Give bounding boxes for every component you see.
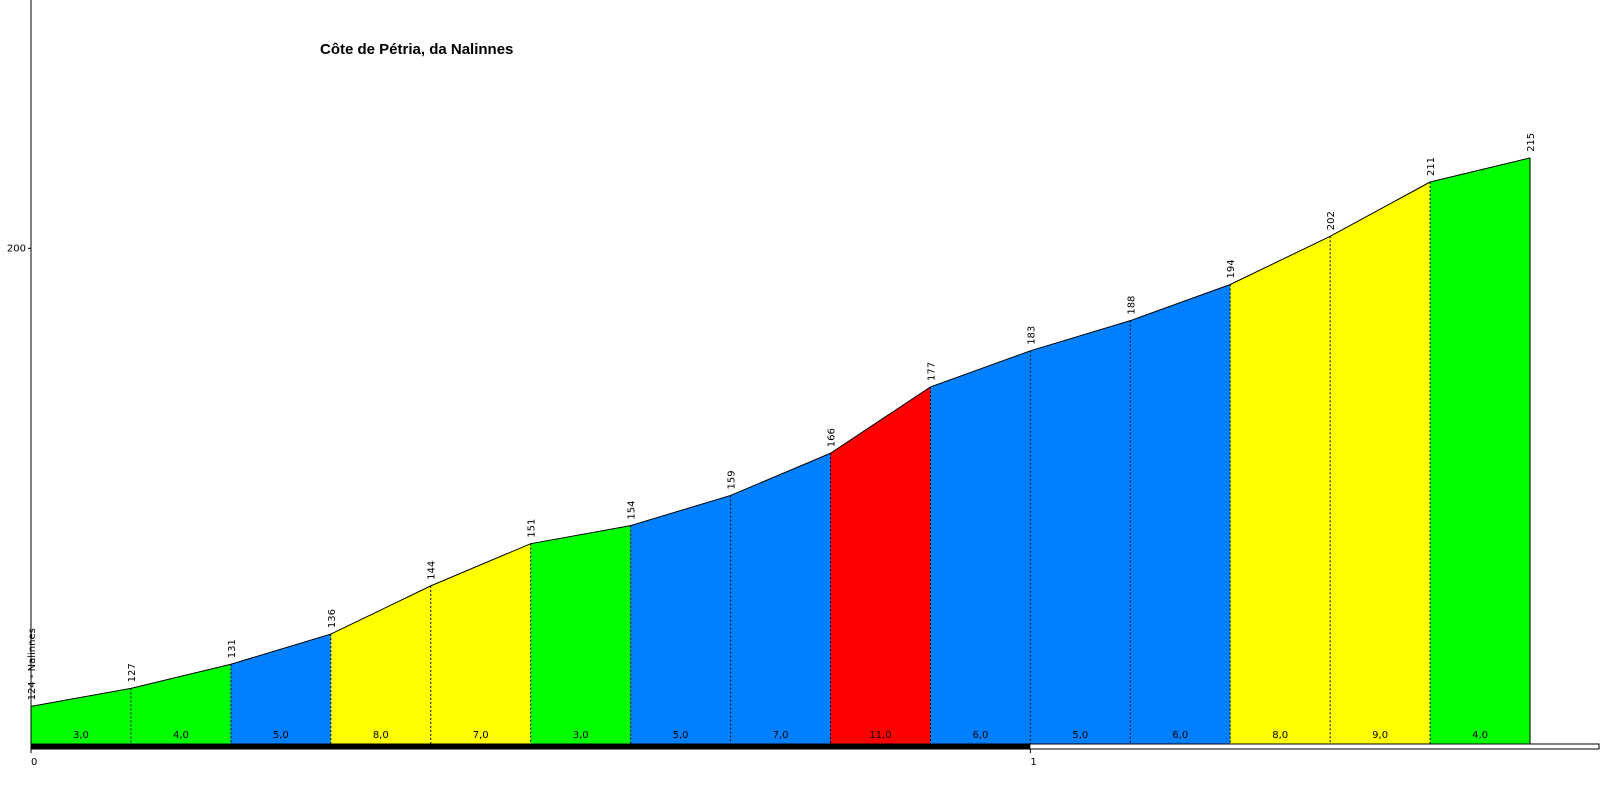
gradient-label: 7,0 [473,730,489,741]
elevation-label: 151 [527,519,538,538]
elevation-label: 202 [1326,211,1337,230]
profile-line [30,157,1531,707]
gradient-label: 7,0 [773,730,789,741]
segment [1330,182,1431,745]
elevation-label: 194 [1226,259,1237,278]
elevation-label: 166 [826,428,837,447]
gradient-label: 4,0 [173,730,189,741]
segment [730,453,831,745]
elevation-label: 159 [727,470,738,489]
elevation-label: 131 [227,639,238,658]
elevation-label: 136 [327,609,338,628]
elevation-label: 215 [1526,133,1537,152]
segment [1430,157,1531,745]
gradient-label: 9,0 [1372,730,1388,741]
elevation-label: 188 [1126,296,1137,315]
gradient-label: 5,0 [1072,730,1088,741]
segment [1130,284,1231,745]
elevation-label: 154 [627,501,638,520]
segment [1230,236,1331,745]
segment [230,634,331,745]
gradient-label: 11,0 [869,730,891,741]
segment [430,543,531,745]
elevation-label: 211 [1426,157,1437,176]
elevation-label: 177 [926,362,937,381]
x-tick-label: 0 [31,757,37,768]
elevation-label: 183 [1026,326,1037,345]
segment [31,688,131,745]
gradient-label: 3,0 [573,730,589,741]
segment [930,350,1031,745]
segment [330,585,431,745]
y-tick-label: 200 [7,243,26,254]
segment [630,495,731,745]
elevation-label: 144 [427,561,438,580]
gradient-label: 5,0 [273,730,289,741]
gradient-label: 3,0 [73,730,89,741]
x-tick-label: 1 [1030,757,1036,768]
gradient-label: 6,0 [1172,730,1188,741]
distance-bar-black [31,744,1031,749]
segment [1030,320,1131,745]
segment [830,386,931,745]
elevation-label: 127 [127,663,138,682]
gradient-label: 8,0 [373,730,389,741]
gradient-label: 8,0 [1272,730,1288,741]
segment [130,664,231,745]
chart-title: Côte de Pétria, da Nalinnes [320,41,513,58]
gradient-label: 6,0 [972,730,988,741]
segment [530,525,631,745]
gradient-label: 5,0 [673,730,689,741]
gradient-label: 4,0 [1472,730,1488,741]
elevation-label: 124 - Nalinnes [27,628,38,700]
